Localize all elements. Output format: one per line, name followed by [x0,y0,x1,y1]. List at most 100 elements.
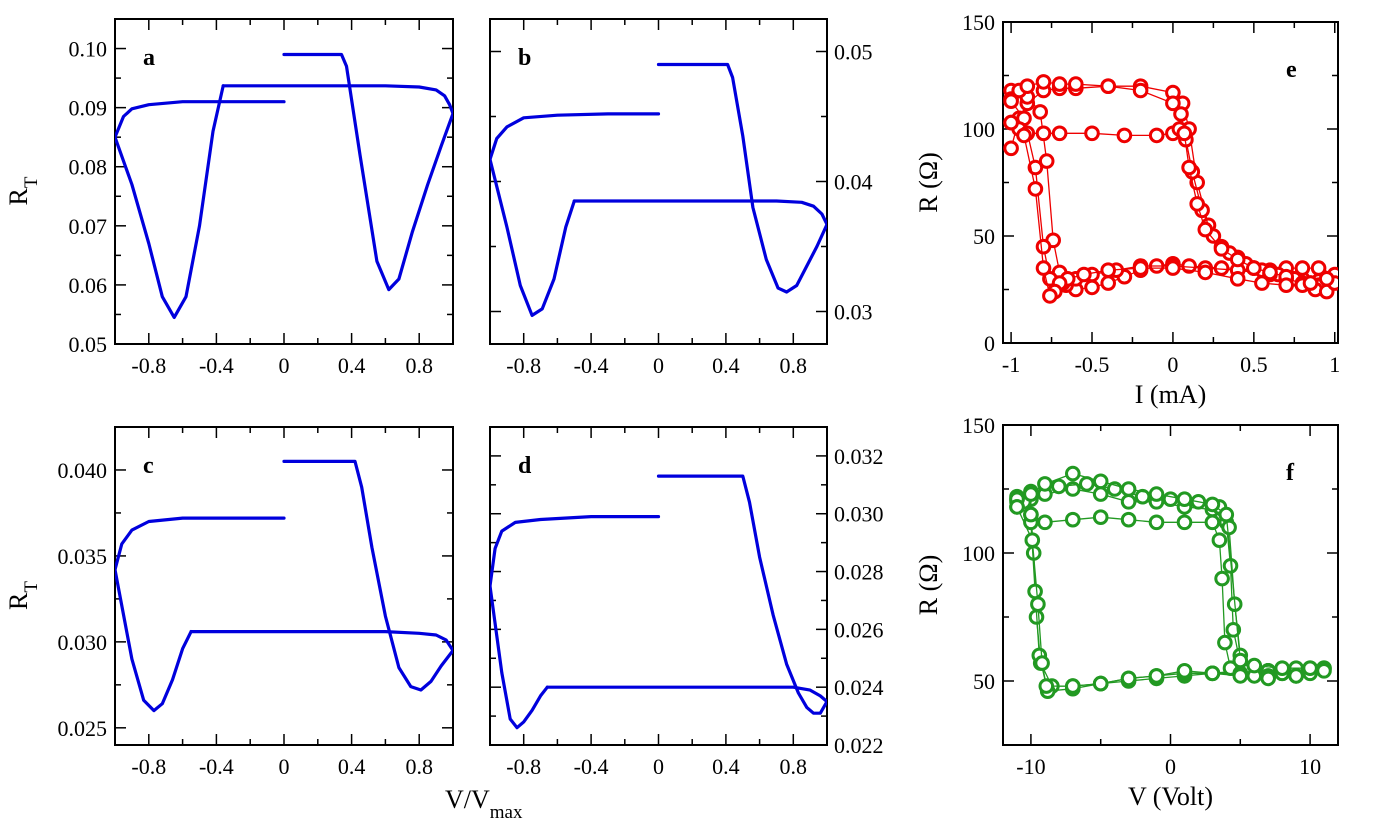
y-tick-label-c: 0.040 [58,458,108,483]
data-layer-e [1003,74,1338,304]
y-tick-label-a: 0.10 [69,37,108,62]
data-point-f [1204,496,1221,513]
x-tick-label-b: 0 [653,353,664,378]
data-point-f [1232,668,1249,684]
panels: -0.8 -0.4 0 0.4 0.8 0.05 0.06 0.07 0.08 0.09 0.10 a… [4,10,1340,811]
data-point-e [1294,260,1311,276]
x-tick-label-c: 0.4 [338,754,366,779]
data-point-f [1038,678,1055,694]
data-point-f [1120,670,1137,687]
data-point-f [1092,473,1109,490]
series-line-c-4 [115,516,286,572]
data-point-e [1084,125,1100,142]
data-point-e [1032,104,1048,120]
y-tick-label-d: 0.022 [834,733,884,758]
y-tick-label-a: 0.09 [69,96,108,121]
y-tick-label-c: 0.025 [58,716,108,741]
data-point-f [1176,663,1193,679]
data-point-e [1302,275,1319,291]
data-point-f [1162,491,1179,508]
data-point-e [1003,140,1019,157]
x-tick-label-a: -0.8 [131,353,166,378]
series-line-a-1 [282,52,453,292]
data-point-e [1318,271,1335,287]
y-axis-title-sub: T [21,176,42,188]
data-point-e [1165,260,1181,276]
data-point-e [1213,241,1230,257]
series-line-a-4 [115,100,286,139]
data-point-f [1148,514,1165,531]
panel-f: -10 0 10 50 100 150 f R (Ω) V (Volt) [914,413,1339,811]
data-point-f [1120,494,1137,510]
data-point-e [1084,279,1100,296]
data-point-e [1181,159,1197,176]
data-point-f [1134,488,1151,505]
data-point-e [1165,95,1181,112]
series-line-c-2 [189,629,453,653]
series-line-f-3 [1016,506,1325,687]
data-point-e [1116,127,1133,144]
data-point-f [1051,478,1067,495]
data-point-e [1262,264,1278,281]
series-line-f-2 [1016,483,1325,692]
data-point-f [1274,660,1290,677]
x-tick-label-b: -0.8 [506,353,541,378]
data-point-f [1214,570,1230,587]
data-point-f [1092,486,1109,502]
x-axis-title-e: I (mA) [1135,380,1206,409]
data-point-e [1035,260,1052,276]
data-point-e [1068,76,1084,92]
x-tick-label-c: -0.4 [199,754,234,779]
x-tick-label-d: -0.4 [574,754,609,779]
data-point-f [1232,652,1249,669]
x-tick-label-e: -1 [1002,352,1020,377]
data-point-f [1065,511,1081,528]
y-tick-label-a: 0.06 [69,273,108,298]
y-axis-title-main: R [4,592,33,610]
x-tick-label-b: -0.4 [574,353,609,378]
series-line-d-1 [656,474,827,715]
y-tick-label-d: 0.028 [834,560,884,585]
series-line-a-3 [115,84,225,319]
data-point-e [1148,127,1165,144]
data-point-e [1016,127,1032,144]
y-tick-label-e: 100 [962,117,995,142]
data-point-f [1065,465,1081,482]
data-point-e [1278,277,1294,294]
y-axis-title-sub: T [21,581,42,593]
x-tick-label-d: -0.8 [506,754,541,779]
data-point-e [1035,74,1052,90]
data-point-e [1213,260,1230,276]
data-point-f [1120,481,1137,497]
data-point-f [1288,668,1304,684]
panel-a: -0.8 -0.4 0 0.4 0.8 0.05 0.06 0.07 0.08 0.09 0.10 a… [4,18,454,378]
y-tick-label-e: 150 [962,10,995,35]
data-point-e [1076,266,1092,283]
data-point-e [1027,159,1044,176]
panel-letter-c: c [143,453,154,479]
x-tick-label-e: 0.5 [1240,352,1268,377]
data-point-f [1120,511,1137,528]
y-tick-label-d: 0.030 [834,502,884,527]
data-point-f [1092,509,1109,526]
data-point-f [1009,499,1025,515]
series-line-d-3 [490,584,549,730]
x-tick-label-a: 0.8 [405,353,433,378]
y-tick-label-f: 100 [962,541,995,566]
x-tick-label-f: -10 [1016,754,1045,779]
y-tick-label-d: 0.026 [834,617,884,642]
plot-frame-b [489,18,828,345]
data-point-f [1176,491,1193,508]
data-point-f [1148,486,1165,502]
data-point-f [1246,657,1263,674]
data-layer-d [490,474,827,730]
y-tick-label-e: 50 [973,224,995,249]
data-point-f [1211,532,1228,549]
data-point-e [1229,251,1246,268]
data-point-f [1204,665,1221,682]
data-point-e [1132,82,1149,99]
x-tick-label-a: 0.4 [338,353,366,378]
x-tick-label-c: -0.8 [131,754,166,779]
y-axis-title-c: RT [4,581,42,610]
